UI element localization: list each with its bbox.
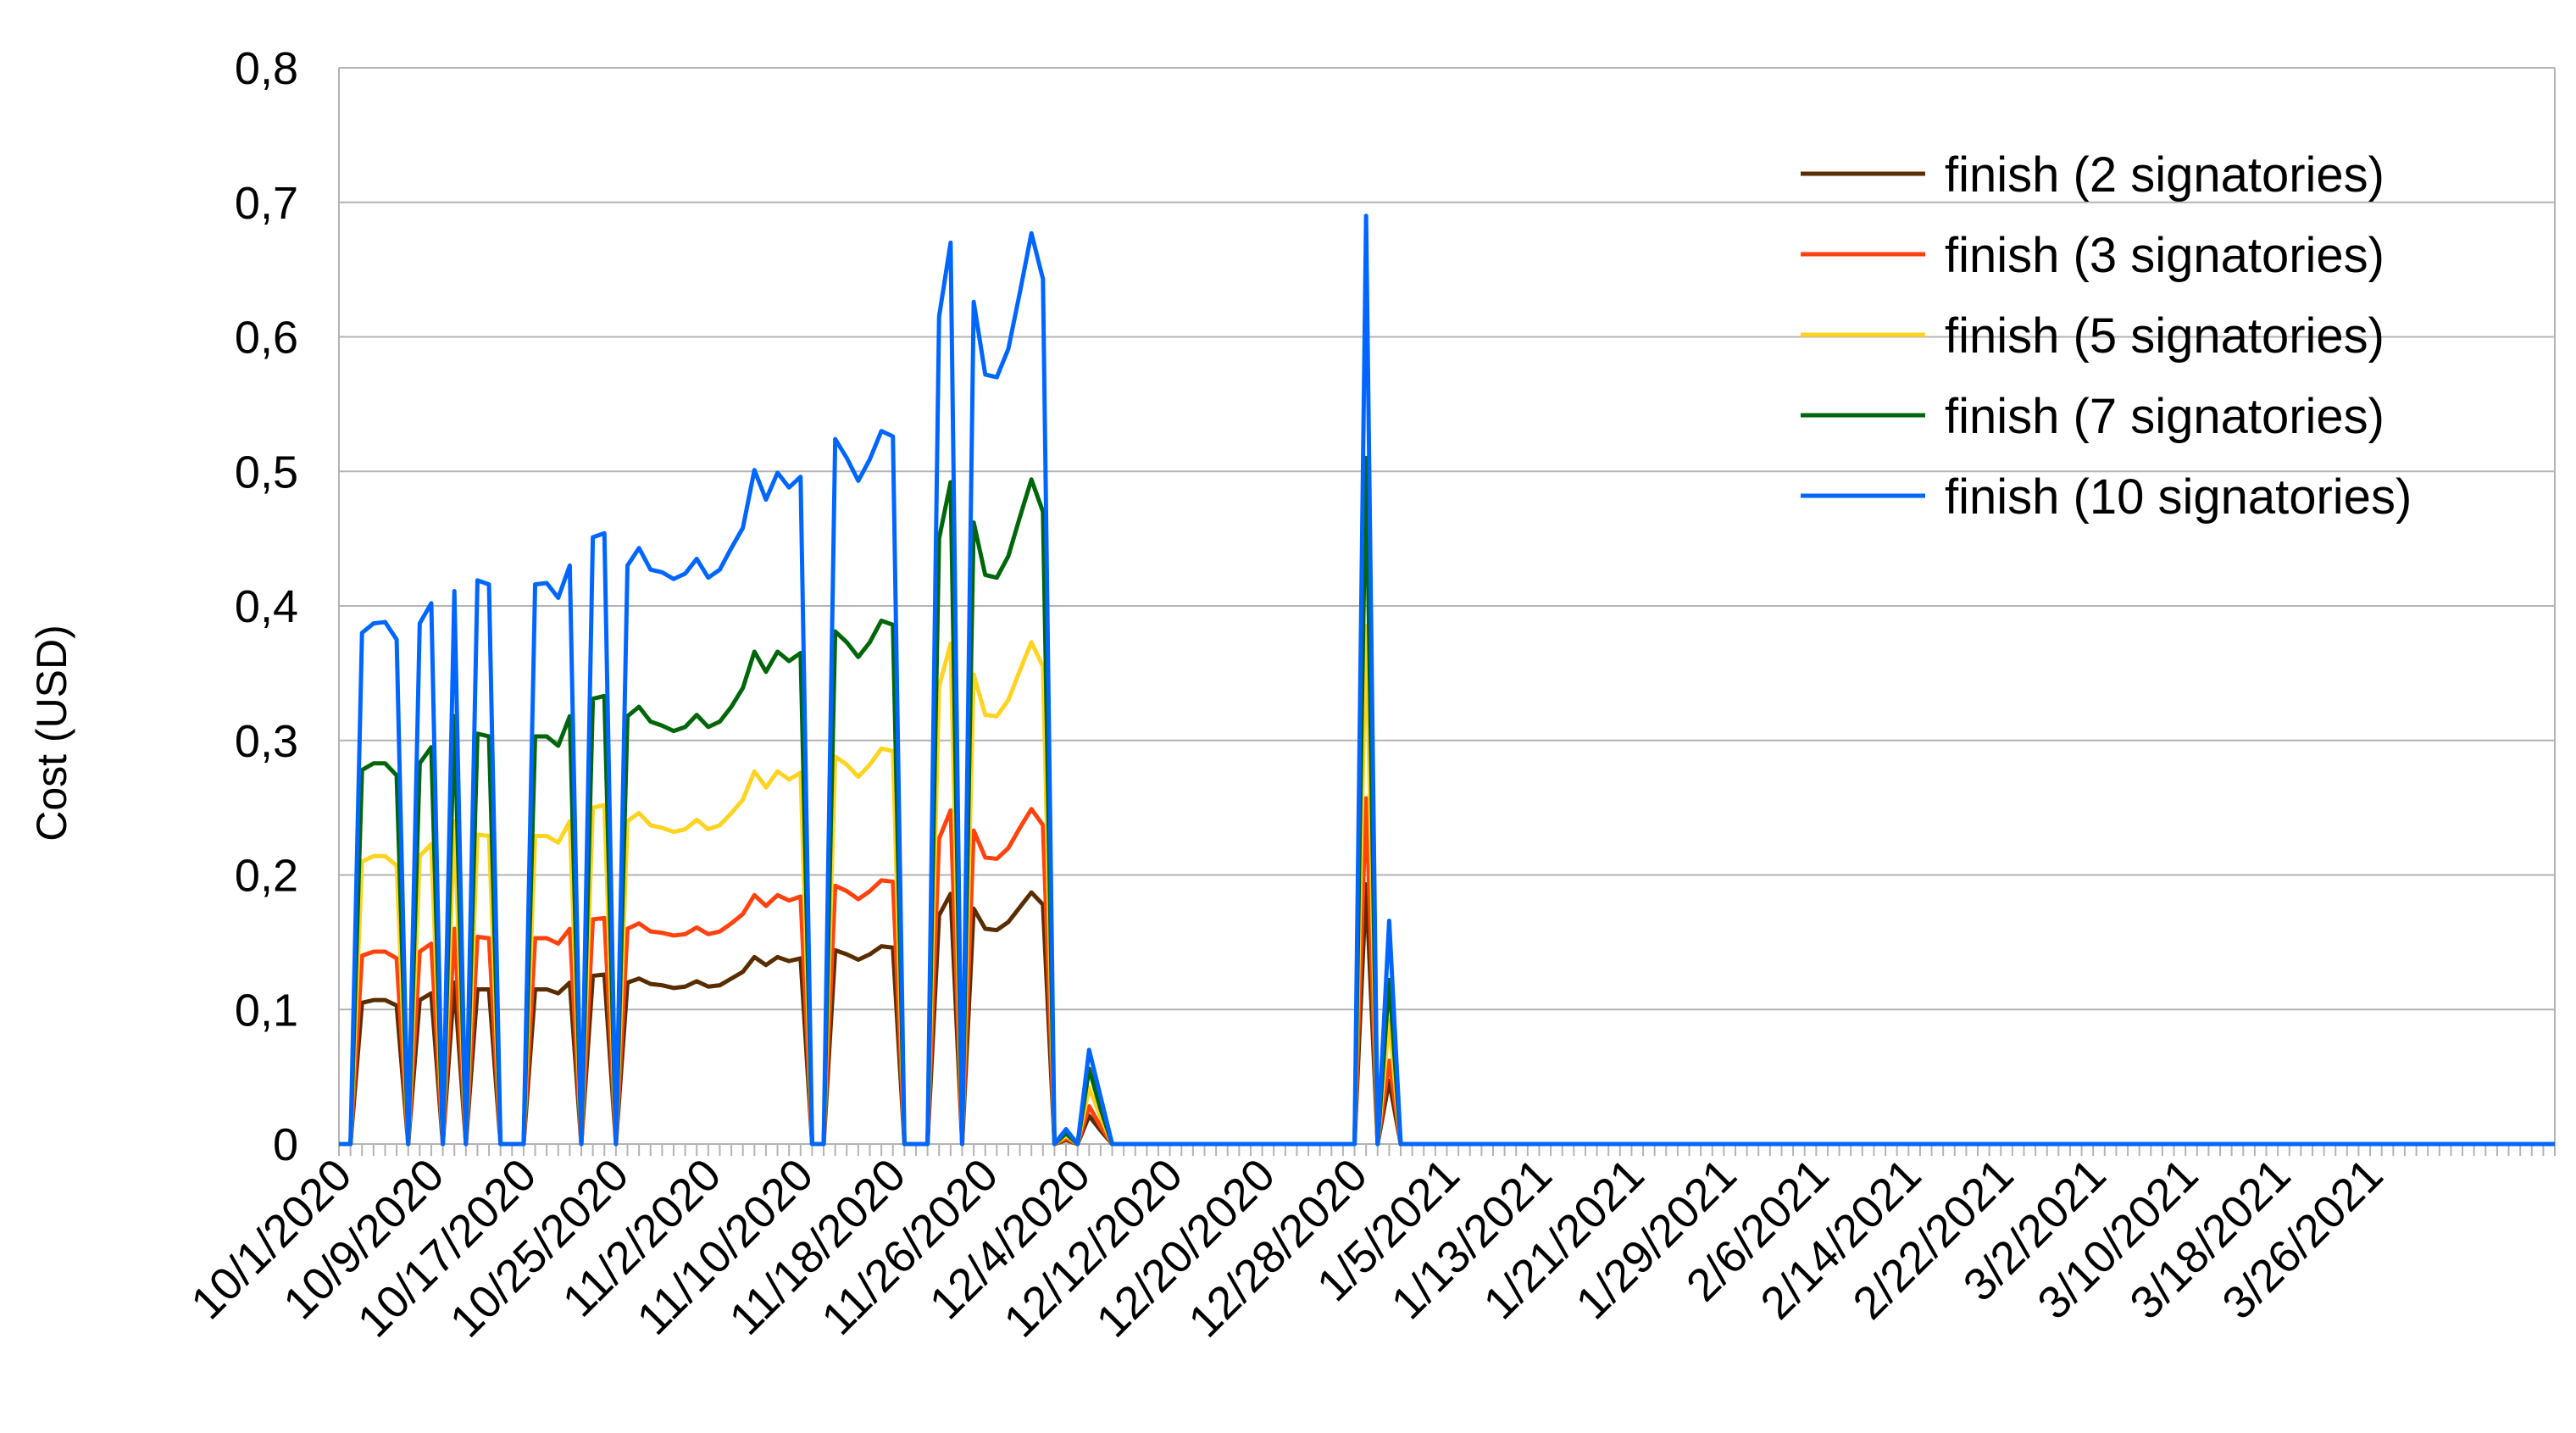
legend-label-5: finish (10 signatories) <box>1945 469 2412 525</box>
y-tick-label: 0,6 <box>235 313 298 364</box>
legend: finish (2 signatories) finish (3 signator… <box>1801 147 2412 525</box>
y-tick-label: 0,7 <box>235 178 298 229</box>
series-line-2 <box>339 796 2555 1147</box>
y-tick-label: 0,1 <box>235 985 298 1036</box>
legend-label-3: finish (5 signatories) <box>1945 308 2384 364</box>
series-lines <box>339 214 2555 1147</box>
gridlines <box>338 67 2556 1145</box>
series-line-5 <box>339 214 2555 1147</box>
y-tick-label: 0,8 <box>235 43 298 94</box>
y-tick-label: 0,3 <box>235 716 298 767</box>
legend-label-1: finish (2 signatories) <box>1945 147 2384 203</box>
series-line-1 <box>339 882 2555 1147</box>
y-tick-labels: 0 0,1 0,2 0,3 0,4 0,5 0,6 0,7 0,8 <box>235 43 298 1170</box>
x-tick-labels: 10/1/202010/9/202010/17/202010/25/202011… <box>181 1149 2392 1347</box>
series-line-3 <box>339 624 2555 1147</box>
y-tick-label: 0 <box>273 1119 298 1170</box>
series-line-4 <box>339 455 2555 1147</box>
y-tick-label: 0,4 <box>235 581 298 632</box>
y-axis-title: Cost (USD) <box>28 625 75 841</box>
y-tick-label: 0,2 <box>235 851 298 902</box>
legend-label-4: finish (7 signatories) <box>1945 389 2384 444</box>
legend-label-2: finish (3 signatories) <box>1945 228 2384 283</box>
y-tick-label: 0,5 <box>235 447 298 497</box>
